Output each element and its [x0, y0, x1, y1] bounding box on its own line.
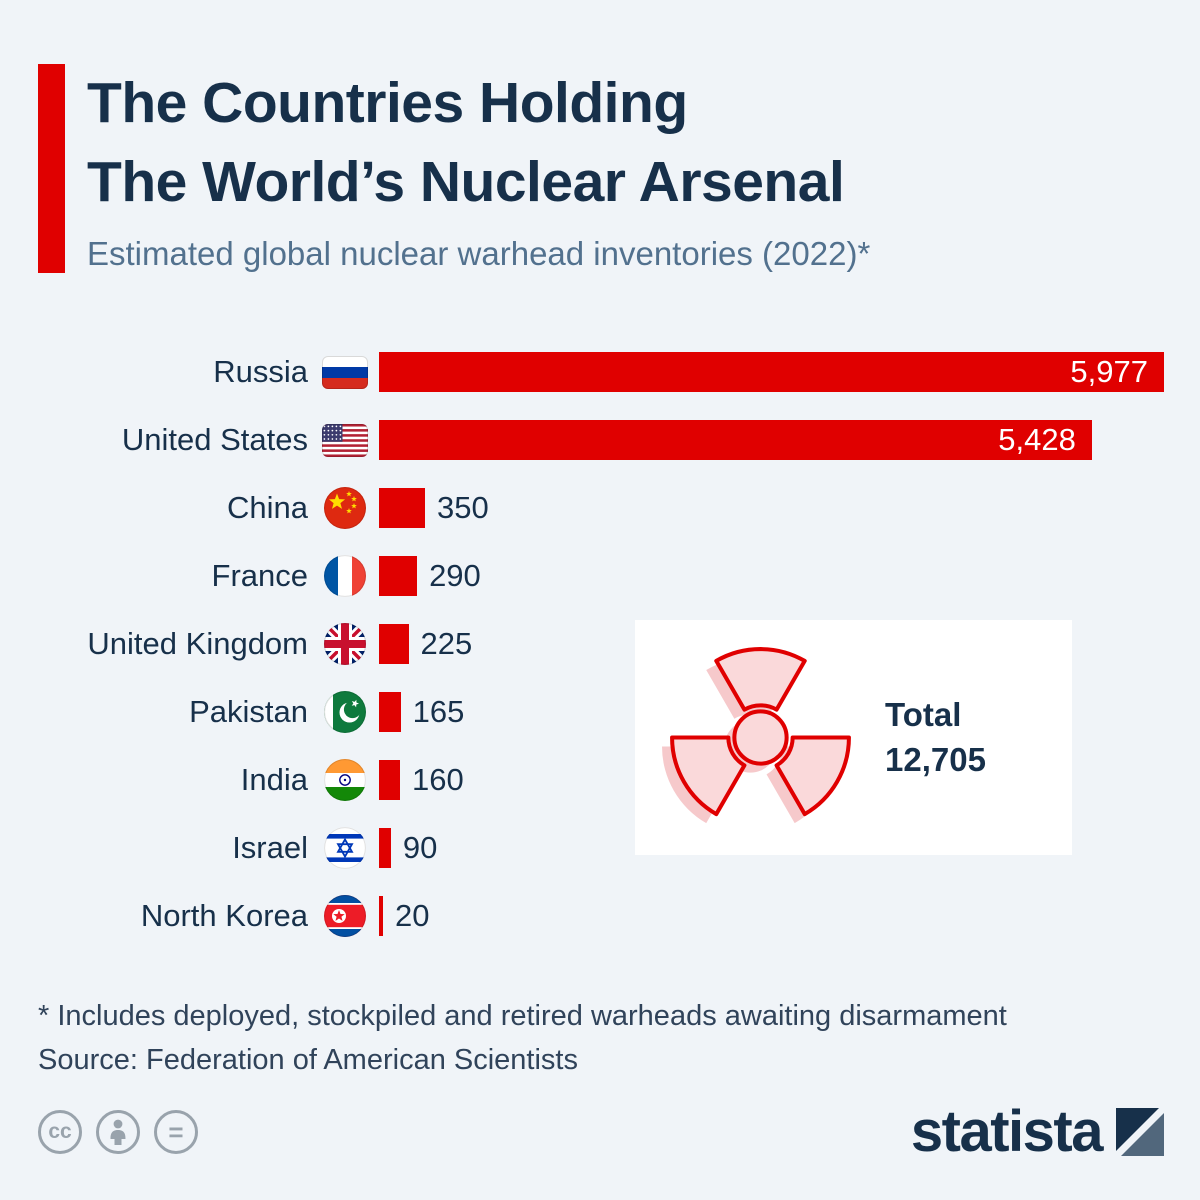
value-bar: 5,977: [379, 352, 1164, 392]
value-label: 160: [412, 762, 464, 797]
total-value: 12,705: [885, 740, 986, 778]
equals-icon: =: [154, 1110, 198, 1154]
country-label: United States: [121, 422, 308, 457]
page-title-line2: The World’s Nuclear Arsenal: [87, 149, 845, 214]
header: The Countries Holding The World’s Nuclea…: [38, 64, 1164, 274]
france-flag-icon: [321, 552, 369, 600]
total-box: Total 12,705: [635, 620, 1072, 855]
chart-row: Pakistan 165: [36, 678, 1164, 746]
value-bar: [379, 896, 383, 936]
brand: statista: [911, 1098, 1164, 1165]
value-bar: [379, 760, 401, 800]
attribution-icon: [96, 1110, 140, 1154]
page-title-line1: The Countries Holding: [87, 71, 688, 135]
bar-track: 90: [379, 828, 1164, 868]
footnote-source: Source: Federation of American Scientist…: [38, 1043, 578, 1076]
value-label: 5,428: [998, 422, 1076, 457]
country-label: Israel: [232, 830, 308, 865]
value-bar: [379, 488, 425, 528]
chart-row: Russia 5,977: [36, 338, 1164, 406]
bar-track: 20: [379, 896, 1164, 936]
footnote: * Includes deployed, stockpiled and reti…: [38, 995, 1007, 1082]
license-icons: cc =: [38, 1110, 198, 1154]
value-label: 290: [429, 558, 481, 593]
bar-track: 225: [379, 624, 1164, 664]
country-label: France: [211, 558, 308, 593]
value-bar: [379, 556, 418, 596]
bar-rows: Russia 5,977 United States 5,428 China 350 Fra…: [36, 338, 1164, 950]
chart-row: India 160: [36, 746, 1164, 814]
bar-track: 160: [379, 760, 1164, 800]
bar-track: 165: [379, 692, 1164, 732]
bar-track: 5,977: [379, 352, 1164, 392]
india-flag-icon: [321, 756, 369, 804]
bar-track: 290: [379, 556, 1164, 596]
value-label: 225: [420, 626, 473, 661]
total-text: Total 12,705: [885, 693, 986, 782]
total-icon-wrap: [635, 635, 885, 840]
country-label: Russia: [213, 354, 308, 389]
value-bar: [379, 624, 409, 664]
page-subtitle: Estimated global nuclear warhead invento…: [87, 235, 871, 273]
north-korea-flag-icon: [321, 892, 369, 940]
total-label: Total: [885, 695, 962, 733]
value-label: 165: [412, 694, 465, 729]
bar-chart: Russia 5,977 United States 5,428 China 350 Fra…: [36, 338, 1164, 950]
country-label: India: [240, 762, 308, 797]
header-text: The Countries Holding The World’s Nuclea…: [87, 64, 870, 273]
statista-logo-text: statista: [910, 1099, 1104, 1164]
united-kingdom-flag-icon: [321, 620, 369, 668]
footnote-note: * Includes deployed, stockpiled and reti…: [38, 1000, 1007, 1032]
value-label: 20: [395, 898, 430, 933]
value-label: 350: [437, 490, 489, 525]
value-bar: [379, 828, 391, 868]
china-flag-icon: [321, 484, 369, 532]
title-accent-bar: [38, 64, 65, 274]
israel-flag-icon: [321, 824, 369, 872]
chart-row: North Korea 20: [36, 882, 1164, 950]
value-bar: [379, 692, 401, 732]
country-label: China: [227, 490, 308, 525]
chart-row: China 350: [36, 474, 1164, 542]
united-states-flag-icon: [321, 416, 369, 464]
pakistan-flag-icon: [321, 688, 369, 736]
bar-track: 5,428: [379, 420, 1164, 460]
country-label: Pakistan: [189, 694, 308, 729]
statista-logo-icon: [1116, 1107, 1164, 1156]
country-label: United Kingdom: [87, 626, 308, 661]
creative-commons-icon: cc: [38, 1110, 82, 1154]
chart-row: Israel 90: [36, 814, 1164, 882]
chart-row: France 290: [36, 542, 1164, 610]
value-bar: 5,428: [379, 420, 1092, 460]
chart-row: United States 5,428: [36, 406, 1164, 474]
value-label: 90: [402, 830, 438, 865]
bar-track: 350: [379, 488, 1164, 528]
russia-flag-icon: [321, 348, 369, 396]
radiation-icon: [657, 635, 863, 830]
chart-row: United Kingdom 225: [36, 610, 1164, 678]
value-label: 5,977: [1070, 354, 1148, 389]
country-label: North Korea: [140, 898, 308, 933]
